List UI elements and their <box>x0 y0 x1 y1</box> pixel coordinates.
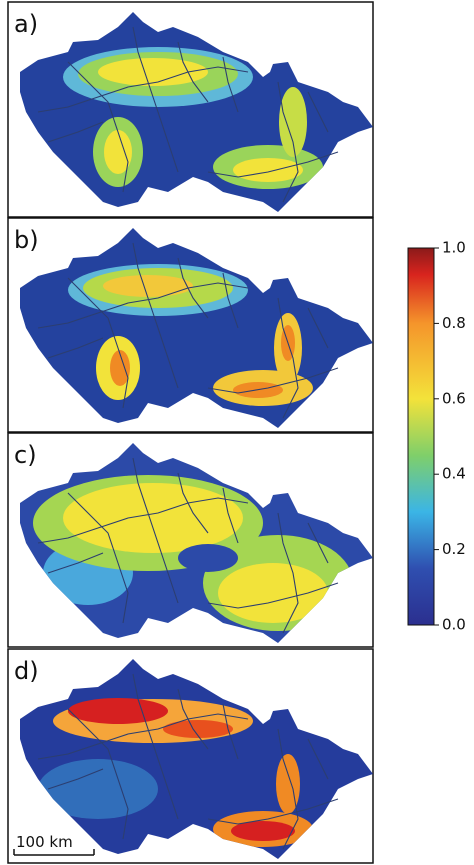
colorbar-tick-label: 0.2 <box>442 540 466 558</box>
map-g <box>33 475 353 631</box>
map-ellipse <box>38 759 158 819</box>
map-ellipse <box>218 563 328 623</box>
panel-label: c) <box>14 441 37 469</box>
colorbar-gradient <box>407 247 435 626</box>
map-ellipse <box>68 698 168 724</box>
colorbar-tick-label: 0.6 <box>442 389 466 407</box>
colorbar-tick-label: 0.0 <box>442 616 466 634</box>
colorbar-tick-label: 0.4 <box>442 465 466 483</box>
colorbar: 0.0 0.2 0.4 0.6 0.8 1.0 <box>407 239 466 634</box>
map-ellipse <box>231 821 295 841</box>
scale-bar-label: 100 km <box>16 833 73 851</box>
map-ellipse <box>279 87 307 157</box>
colorbar-tick-label: 1.0 <box>442 239 466 257</box>
map-ellipse <box>233 158 303 182</box>
panel-label: a) <box>14 10 38 38</box>
map-ellipse <box>63 483 243 553</box>
map-ellipse <box>103 275 193 297</box>
map-ellipse <box>178 544 238 572</box>
map-ellipse <box>276 754 300 814</box>
panel-c: c) <box>7 432 374 648</box>
map-ellipse <box>104 130 132 174</box>
panel-label: b) <box>14 226 39 254</box>
map-ellipse <box>98 58 208 86</box>
panel-a: a) <box>7 1 374 218</box>
map-g <box>68 264 313 406</box>
map-g <box>38 698 313 847</box>
panel-b: b) <box>7 217 374 433</box>
colorbar-tick-label: 0.8 <box>442 314 466 332</box>
panel-d: d) 100 km <box>7 648 374 864</box>
map-ellipse <box>110 350 130 386</box>
panel-label: d) <box>14 657 39 685</box>
map-ellipse <box>163 720 233 738</box>
